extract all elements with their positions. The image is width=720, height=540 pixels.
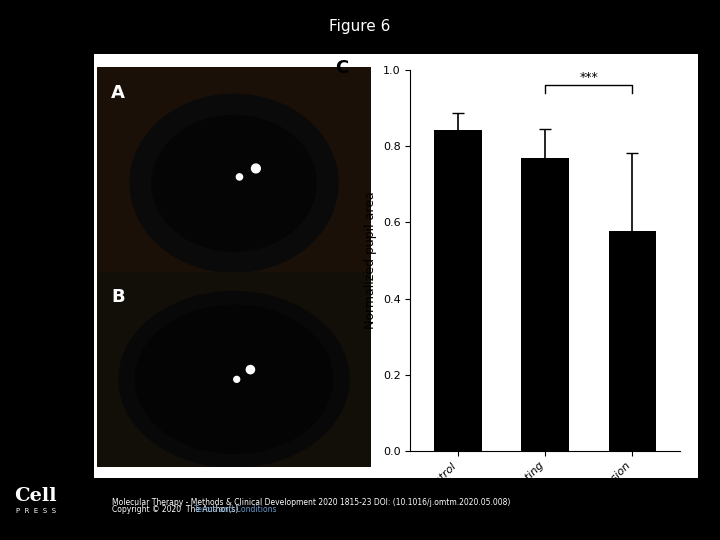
Polygon shape xyxy=(119,292,349,467)
Text: C: C xyxy=(335,59,348,77)
Text: A: A xyxy=(111,84,125,102)
Text: RGC expression: RGC expression xyxy=(80,129,90,217)
Text: Molecular Therapy - Methods & Clinical Development 2020 1815-23 DOI: (10.1016/j.: Molecular Therapy - Methods & Clinical D… xyxy=(112,497,510,507)
Y-axis label: Normalized pupil area: Normalized pupil area xyxy=(364,192,377,329)
Point xyxy=(250,164,261,173)
Bar xyxy=(521,158,570,451)
Point xyxy=(234,173,246,181)
Polygon shape xyxy=(130,94,338,272)
Point xyxy=(245,365,256,374)
Text: Figure 6: Figure 6 xyxy=(329,19,391,34)
Text: Terms and Conditions: Terms and Conditions xyxy=(194,505,277,514)
Bar xyxy=(434,130,482,451)
Point xyxy=(231,375,243,384)
Text: ***: *** xyxy=(580,71,598,84)
Text: B: B xyxy=(111,288,125,306)
Text: Cell: Cell xyxy=(14,487,57,505)
Text: P  R  E  S  S: P R E S S xyxy=(16,508,56,514)
Polygon shape xyxy=(135,305,333,454)
Text: BC targeting: BC targeting xyxy=(80,341,90,411)
Text: Copyright © 2020  The Author(s): Copyright © 2020 The Author(s) xyxy=(112,505,243,514)
Polygon shape xyxy=(152,116,316,251)
Bar xyxy=(608,231,657,451)
